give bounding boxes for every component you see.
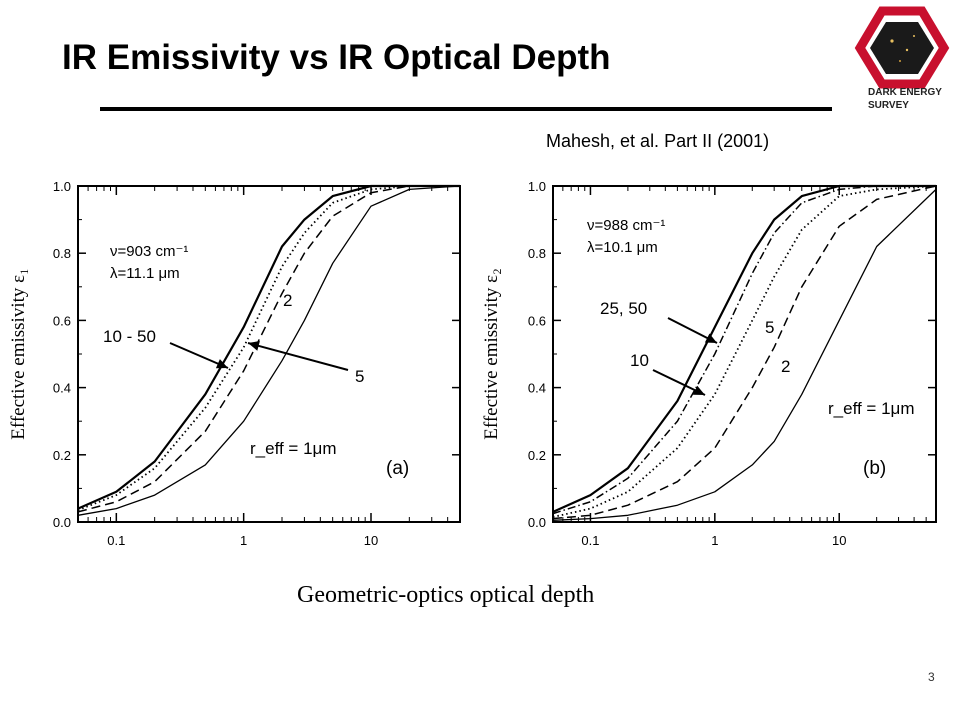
series-annotation: 5 bbox=[765, 318, 774, 337]
shared-x-axis-label: Geometric-optics optical depth bbox=[297, 582, 595, 608]
series-line bbox=[552, 185, 937, 520]
info-line: ν=988 cm⁻¹ bbox=[587, 217, 665, 234]
y-tick-label: 0.8 bbox=[528, 246, 546, 261]
y-tick-label: 0.0 bbox=[53, 515, 71, 530]
series-annotation: r_eff = 1μm bbox=[828, 399, 915, 418]
y-tick-label: 1.0 bbox=[528, 179, 546, 194]
x-tick-label: 1 bbox=[240, 533, 247, 548]
chart-panel-a: 0.0 0.2 0.4 0.6 0.8 1.0 0.1 1 10 Effective emissi… bbox=[8, 179, 461, 548]
y-tick-label: 1.0 bbox=[53, 179, 71, 194]
y-tick-label: 0.0 bbox=[528, 515, 546, 530]
series-annotation: 5 bbox=[355, 367, 364, 386]
series-annotation: r_eff = 1μm bbox=[250, 439, 337, 458]
panel-label: (a) bbox=[386, 458, 409, 479]
annotation-arrowhead bbox=[704, 333, 717, 343]
x-tick-label: 10 bbox=[832, 533, 846, 548]
series-line bbox=[552, 185, 936, 515]
series-annotation: 2 bbox=[781, 357, 790, 376]
y-tick-label: 0.8 bbox=[53, 246, 71, 261]
series-annotation: 2 bbox=[283, 291, 292, 310]
series-annotation: 25, 50 bbox=[600, 299, 647, 318]
info-line: λ=11.1 μm bbox=[110, 265, 180, 282]
slide-title: IR Emissivity vs IR Optical Depth bbox=[62, 38, 611, 77]
annotation-arrowhead bbox=[215, 359, 228, 369]
y-axis-label: Effective emissivity ε₂ bbox=[481, 268, 502, 440]
x-tick-label: 0.1 bbox=[107, 533, 125, 548]
y-tick-label: 0.6 bbox=[53, 313, 71, 328]
x-tick-label: 1 bbox=[711, 533, 718, 548]
logo-text: DARK ENERGY SURVEY bbox=[868, 86, 942, 112]
y-tick-label: 0.4 bbox=[53, 381, 71, 396]
annotation-arrowhead bbox=[248, 341, 260, 351]
annotation-arrow bbox=[247, 342, 349, 371]
y-tick-label: 0.2 bbox=[53, 448, 71, 463]
x-tick-label: 0.1 bbox=[581, 533, 599, 548]
series-line bbox=[552, 185, 937, 518]
series-line bbox=[552, 188, 937, 521]
x-tick-label: 10 bbox=[364, 533, 378, 548]
y-axis-label: Effective emissivity ε₁ bbox=[8, 268, 29, 440]
annotation-arrowhead bbox=[692, 385, 705, 395]
series-line bbox=[552, 184, 936, 513]
logo-text-line-2: SURVEY bbox=[868, 100, 909, 111]
title-divider bbox=[100, 107, 832, 111]
series-line bbox=[77, 184, 460, 510]
panel-label: (b) bbox=[863, 458, 886, 479]
page-number: 3 bbox=[928, 670, 935, 684]
y-tick-label: 0.4 bbox=[528, 381, 546, 396]
info-line: λ=10.1 μm bbox=[587, 239, 658, 256]
chart-panel-b: 0.0 0.2 0.4 0.6 0.8 1.0 0.1 1 10 Effective emissi… bbox=[481, 179, 937, 548]
series-annotation: 10 - 50 bbox=[103, 327, 156, 346]
citation-text: Mahesh, et al. Part II (2001) bbox=[546, 131, 770, 151]
series-line bbox=[77, 185, 460, 512]
logo-text-line-1: DARK ENERGY bbox=[868, 87, 942, 98]
series-line bbox=[77, 185, 461, 516]
y-tick-label: 0.2 bbox=[528, 448, 546, 463]
y-tick-label: 0.6 bbox=[528, 313, 546, 328]
series-line bbox=[77, 185, 460, 513]
series-annotation: 10 bbox=[630, 351, 649, 370]
des-logo-icon bbox=[854, 6, 950, 89]
info-line: ν=903 cm⁻¹ bbox=[110, 243, 188, 260]
